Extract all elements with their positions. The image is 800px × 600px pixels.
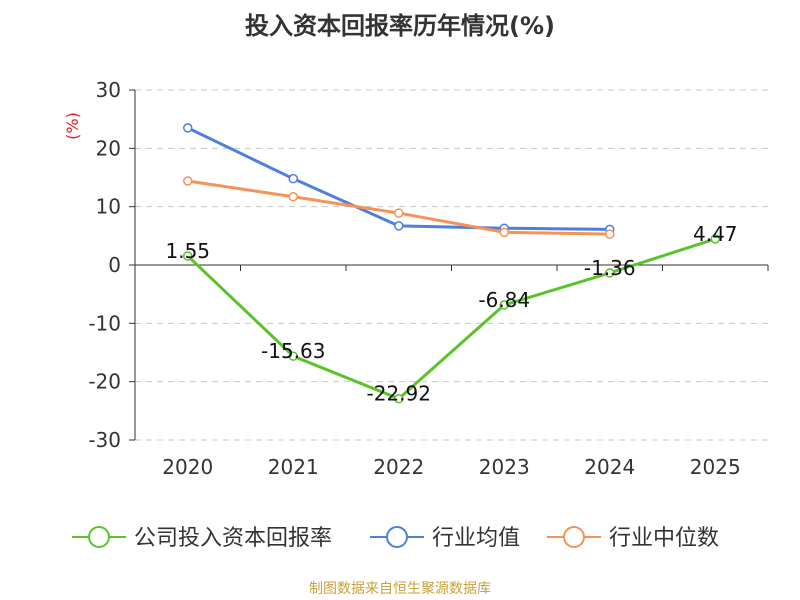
data-point <box>394 208 404 218</box>
data-label: -22.92 <box>367 382 431 406</box>
x-tick-label: 2024 <box>584 455 635 479</box>
data-point <box>183 123 193 133</box>
legend-marker <box>88 526 110 548</box>
data-point <box>183 176 193 186</box>
data-label: 1.55 <box>165 239 210 263</box>
data-label-layer: 1.55 -15.63 -22.92 -6.84 -1.36 4.47 <box>165 222 737 406</box>
data-point <box>288 173 298 184</box>
y-tick-label: 0 <box>108 253 121 277</box>
legend: 公司投入资本回报率 行业均值 行业中位数 <box>72 526 719 551</box>
legend-marker <box>563 526 585 548</box>
series-line <box>186 237 716 401</box>
legend-label: 行业中位数 <box>609 526 719 551</box>
x-tick-label: 2022 <box>373 455 424 479</box>
legend-label: 行业均值 <box>432 526 520 551</box>
data-point <box>605 229 615 239</box>
chart-title: 投入资本回报率历年情况(%) <box>245 12 555 40</box>
data-point <box>499 300 509 310</box>
data-point <box>605 268 615 278</box>
data-label: -1.36 <box>584 256 636 280</box>
data-point <box>499 227 509 238</box>
y-axis-label: (%) <box>63 112 82 140</box>
data-point <box>394 221 404 231</box>
data-point <box>183 251 193 261</box>
x-tick-label: 2023 <box>479 455 530 479</box>
series-layer <box>183 123 720 404</box>
y-tick-label: -20 <box>88 370 121 394</box>
legend-label: 公司投入资本回报率 <box>134 526 332 551</box>
y-tick-label: -30 <box>88 428 121 452</box>
axis-layer: 30 20 10 0 -10 -20 -30 2020 2021 2022 2023 2024 2025… <box>63 78 769 479</box>
data-point <box>288 192 298 202</box>
x-tick-label: 2020 <box>162 455 213 479</box>
data-label: 4.47 <box>693 222 738 246</box>
data-label: -6.84 <box>478 288 530 312</box>
legend-marker <box>386 526 408 548</box>
y-tick-label: 30 <box>96 78 121 102</box>
x-tick-label: 2025 <box>690 455 741 479</box>
y-tick-label: 10 <box>96 195 121 219</box>
data-point <box>394 393 404 404</box>
y-tick-label: -10 <box>88 311 121 335</box>
x-tick-label: 2021 <box>268 455 319 479</box>
data-label: -15.63 <box>261 339 325 363</box>
y-tick-label: 20 <box>96 136 121 160</box>
data-point <box>288 351 298 361</box>
data-point <box>710 234 720 244</box>
source-note: 制图数据来自恒生聚源数据库 <box>309 581 491 597</box>
